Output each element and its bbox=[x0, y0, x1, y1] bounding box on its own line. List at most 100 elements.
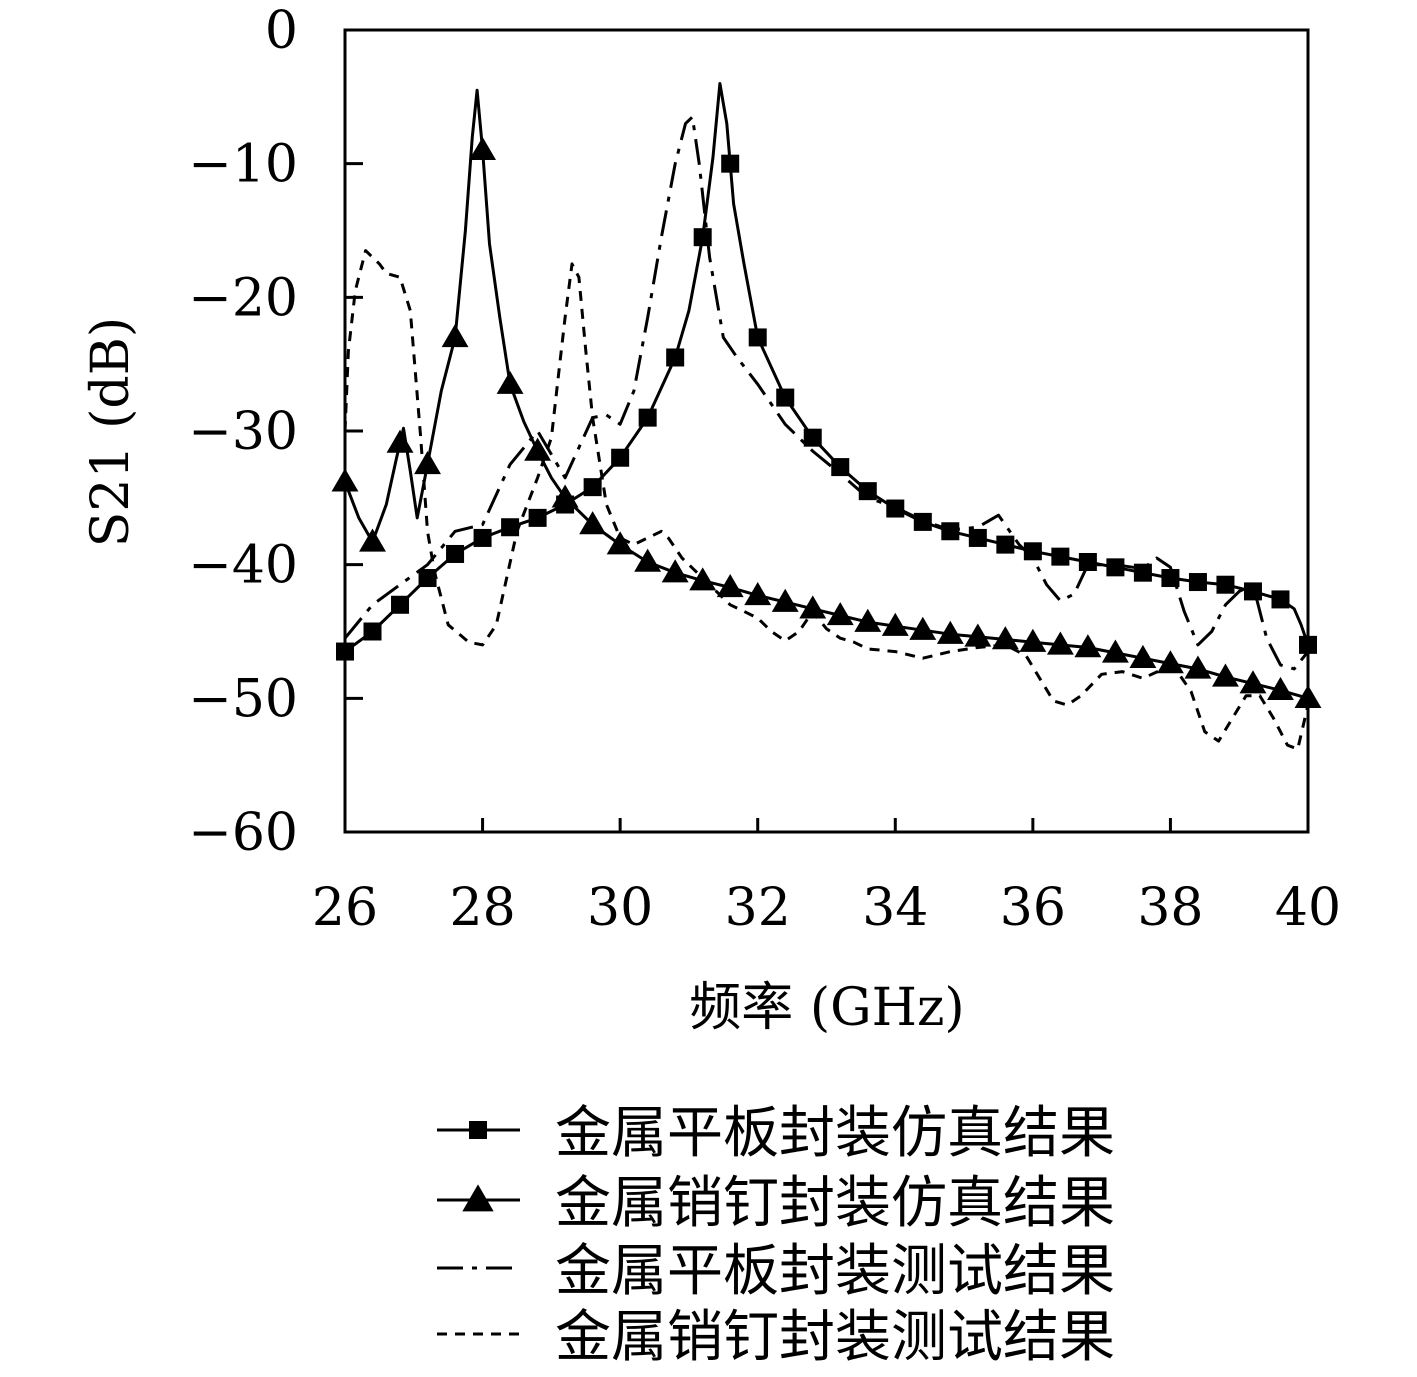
data-point-marker bbox=[528, 508, 547, 527]
data-point-marker bbox=[1133, 563, 1152, 582]
data-point-marker bbox=[661, 559, 689, 583]
legend-label: 金属平板封装测试结果 bbox=[555, 1239, 1115, 1304]
data-point-marker bbox=[771, 588, 799, 612]
data-point-marker bbox=[716, 573, 744, 598]
data-point-marker bbox=[1216, 575, 1235, 594]
data-point-marker bbox=[909, 616, 937, 640]
x-tick-label: 30 bbox=[587, 878, 653, 938]
data-point-marker bbox=[363, 622, 382, 641]
x-tick-label: 40 bbox=[1275, 878, 1341, 938]
data-point-marker bbox=[418, 569, 437, 588]
data-point-marker bbox=[469, 136, 497, 161]
data-point-marker bbox=[1161, 569, 1180, 588]
data-point-marker bbox=[1267, 676, 1294, 701]
x-tick-label: 34 bbox=[862, 878, 928, 938]
legend-item: 金属平板封装仿真结果 bbox=[437, 1101, 1115, 1166]
data-point-marker bbox=[583, 478, 602, 497]
data-point-marker bbox=[886, 499, 905, 518]
data-point-marker bbox=[858, 482, 877, 501]
data-point-marker bbox=[1078, 552, 1097, 571]
data-point-marker bbox=[414, 451, 441, 475]
data-point-marker bbox=[1074, 634, 1102, 658]
data-point-marker bbox=[501, 518, 520, 537]
legend-label: 金属平板封装仿真结果 bbox=[555, 1101, 1115, 1166]
data-point-marker bbox=[854, 608, 882, 632]
data-point-marker bbox=[1019, 628, 1047, 652]
x-tick-label: 38 bbox=[1137, 878, 1203, 938]
legend-item: 金属销钉封装测试结果 bbox=[437, 1305, 1115, 1370]
x-tick-label: 32 bbox=[725, 878, 791, 938]
data-point-marker bbox=[1129, 644, 1157, 668]
data-point-marker bbox=[996, 535, 1015, 554]
y-axis-label: S21 (dB) bbox=[81, 317, 141, 547]
legend-item: 金属销钉封装仿真结果 bbox=[437, 1171, 1115, 1236]
x-tick-label: 36 bbox=[1000, 878, 1066, 938]
data-point-marker bbox=[831, 458, 850, 477]
data-point-marker bbox=[1212, 663, 1239, 687]
data-point-marker bbox=[638, 408, 657, 427]
data-point-marker bbox=[693, 228, 712, 247]
data-point-marker bbox=[964, 623, 992, 647]
data-point-marker bbox=[1156, 650, 1184, 674]
data-point-marker bbox=[579, 511, 607, 535]
data-point-marker bbox=[826, 602, 854, 626]
data-point-marker bbox=[524, 437, 552, 461]
data-point-marker bbox=[441, 324, 469, 348]
data-point-marker bbox=[496, 370, 524, 394]
data-point-marker bbox=[391, 595, 410, 614]
y-tick-label: −10 bbox=[188, 135, 298, 195]
series-line bbox=[343, 249, 1310, 751]
y-tick-label: −60 bbox=[188, 803, 298, 863]
data-point-marker bbox=[611, 448, 630, 467]
x-axis-label: 频率 (GHz) bbox=[689, 978, 964, 1038]
data-point-marker bbox=[913, 512, 932, 531]
data-point-marker bbox=[666, 348, 685, 367]
y-tick-label: −40 bbox=[188, 536, 298, 596]
y-tick-label: −50 bbox=[188, 669, 298, 729]
data-point-marker bbox=[776, 388, 795, 407]
series-2 bbox=[331, 88, 1322, 709]
data-point-marker bbox=[386, 429, 414, 453]
data-point-marker bbox=[1046, 631, 1074, 655]
data-point-marker bbox=[1051, 547, 1070, 566]
legend-label: 金属销钉封装测试结果 bbox=[555, 1305, 1115, 1370]
data-point-marker bbox=[881, 612, 909, 636]
data-point-marker bbox=[799, 595, 827, 619]
data-point-marker bbox=[606, 531, 634, 555]
data-point-marker bbox=[1023, 542, 1042, 561]
data-point-marker bbox=[1271, 590, 1290, 609]
data-point-marker bbox=[968, 528, 987, 547]
series-3 bbox=[343, 115, 1310, 671]
legend-marker bbox=[469, 1121, 487, 1139]
data-point-marker bbox=[1243, 582, 1262, 601]
series-line bbox=[344, 82, 1310, 653]
data-point-marker bbox=[551, 484, 579, 508]
data-point-marker bbox=[1239, 670, 1267, 694]
data-point-marker bbox=[991, 626, 1019, 650]
data-point-marker bbox=[941, 522, 960, 541]
y-tick-label: −20 bbox=[188, 268, 298, 328]
data-point-marker bbox=[1184, 655, 1212, 679]
series-4 bbox=[343, 249, 1310, 751]
legend-marker bbox=[462, 1184, 494, 1212]
data-point-marker bbox=[936, 620, 964, 644]
data-point-marker bbox=[721, 154, 740, 173]
legend-item: 金属平板封装测试结果 bbox=[437, 1239, 1115, 1304]
data-point-marker bbox=[473, 528, 492, 547]
y-tick-label: −30 bbox=[188, 402, 298, 462]
data-point-marker bbox=[1106, 558, 1125, 577]
data-point-marker bbox=[634, 548, 662, 572]
series-line bbox=[343, 88, 1309, 700]
data-point-marker bbox=[446, 544, 465, 563]
series-line bbox=[343, 115, 1310, 671]
series-layer bbox=[331, 82, 1322, 751]
data-point-marker bbox=[359, 528, 386, 552]
data-point-marker bbox=[1188, 573, 1207, 592]
x-tick-label: 28 bbox=[449, 878, 515, 938]
y-tick-label: 0 bbox=[265, 1, 298, 61]
data-point-marker bbox=[803, 428, 822, 447]
data-point-marker bbox=[689, 567, 717, 591]
